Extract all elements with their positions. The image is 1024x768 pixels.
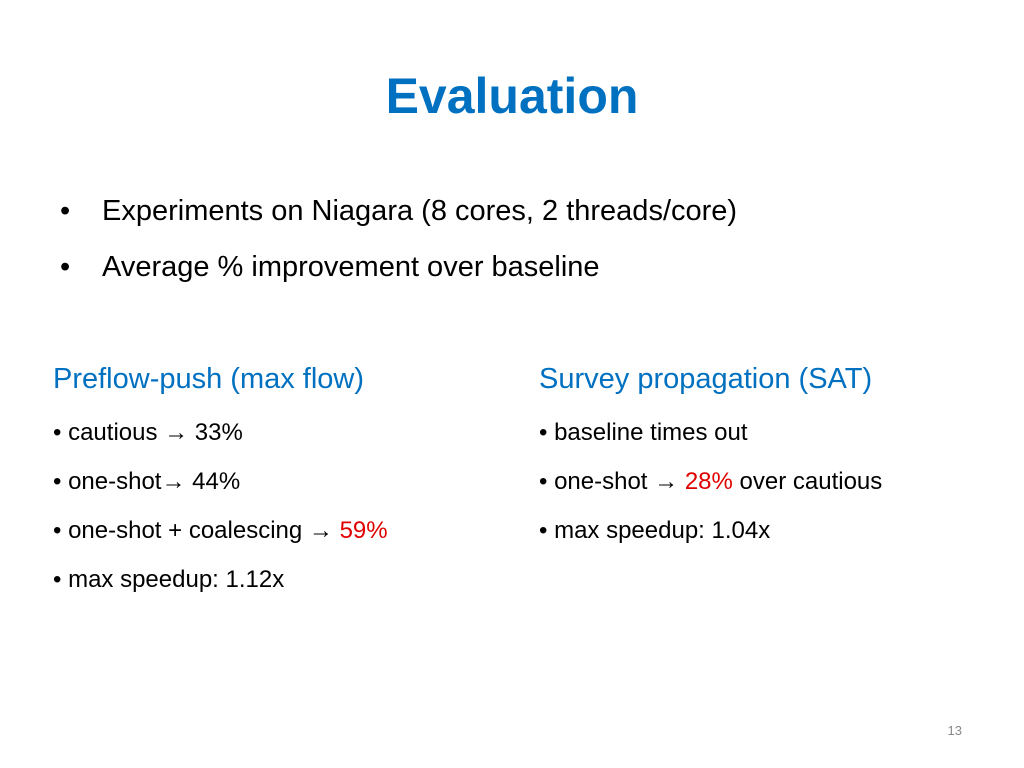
bullet-dot-icon: • — [539, 517, 555, 544]
list-item: • one-shot + coalescing → 59% — [53, 506, 523, 555]
column-list: • cautious → 33% • one-shot→ 44% • one-s… — [53, 408, 523, 604]
list-item: • baseline times out — [539, 408, 1009, 457]
page-number: 13 — [947, 723, 962, 738]
list-item-text: max speedup: 1.12x — [68, 566, 285, 593]
slide-title: Evaluation — [385, 68, 639, 124]
main-bullet-list: • Experiments on Niagara (8 cores, 2 thr… — [60, 188, 980, 300]
list-item-text: one-shot→ 44% — [68, 468, 241, 495]
list-item: • max speedup: 1.12x — [53, 555, 523, 604]
preflow-push-column: Preflow-push (max flow) • cautious → 33%… — [53, 356, 523, 604]
main-bullet-text: Experiments on Niagara (8 cores, 2 threa… — [102, 195, 738, 227]
list-item: • max speedup: 1.04x — [539, 506, 1009, 555]
highlight-value: 59% — [339, 517, 388, 544]
list-item: • one-shot → 28% over cautious — [539, 457, 1009, 506]
column-heading: Preflow-push (max flow) — [53, 363, 365, 395]
bullet-dot-icon: • — [60, 251, 71, 283]
list-item-text: one-shot → — [554, 468, 685, 495]
bullet-dot-icon: • — [53, 468, 69, 495]
list-item: • one-shot→ 44% — [53, 457, 523, 506]
list-item-text: baseline times out — [554, 419, 748, 446]
bullet-dot-icon: • — [539, 419, 555, 446]
list-item-text: cautious → 33% — [68, 419, 243, 446]
column-heading: Survey propagation (SAT) — [539, 363, 873, 395]
list-item-text: one-shot + coalescing → — [68, 517, 340, 544]
main-bullet-item: • Experiments on Niagara (8 cores, 2 thr… — [60, 188, 980, 244]
list-item-text: max speedup: 1.04x — [554, 517, 771, 544]
list-item-suffix: over cautious — [732, 468, 883, 495]
column-list: • baseline times out • one-shot → 28% ov… — [539, 408, 1009, 555]
main-bullet-text: Average % improvement over baseline — [102, 251, 600, 283]
bullet-dot-icon: • — [60, 195, 71, 227]
list-item: • cautious → 33% — [53, 408, 523, 457]
bullet-dot-icon: • — [53, 566, 69, 593]
bullet-dot-icon: • — [53, 419, 69, 446]
bullet-dot-icon: • — [53, 517, 69, 544]
bullet-dot-icon: • — [539, 468, 555, 495]
highlight-value: 28% — [684, 468, 733, 495]
main-bullet-item: • Average % improvement over baseline — [60, 244, 980, 300]
survey-propagation-column: Survey propagation (SAT) • baseline time… — [539, 356, 1009, 555]
